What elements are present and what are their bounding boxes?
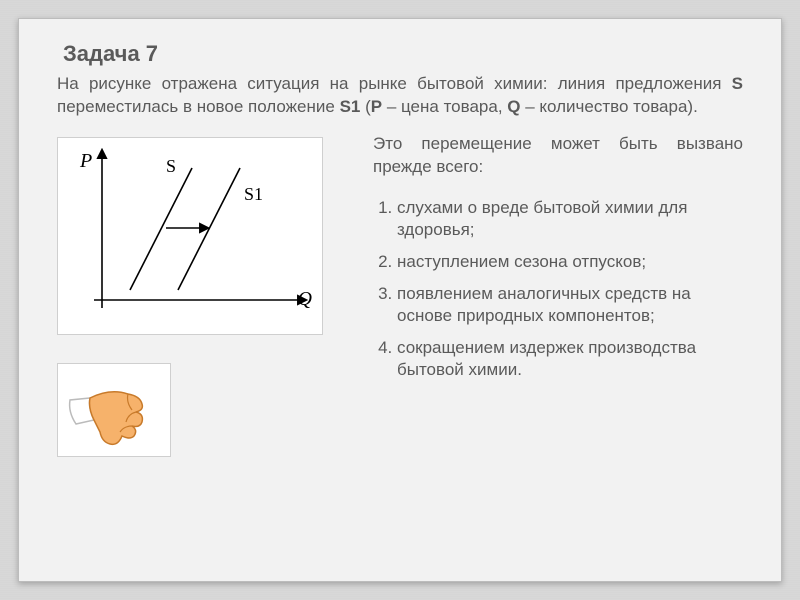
supply-line-s xyxy=(130,168,192,290)
task-text: На рисунке отражена ситуация на рынке бы… xyxy=(57,73,743,119)
options-list: слухами о вреде бытовой химии для здоров… xyxy=(373,197,743,382)
pointing-hand-icon xyxy=(66,370,162,450)
right-column: Это перемещение может быть вызвано прежд… xyxy=(357,133,743,457)
left-column: P Q S S1 xyxy=(57,133,357,457)
label-s1: S1 xyxy=(244,184,263,205)
x-axis-label: Q xyxy=(298,288,312,311)
slide: Задача 7 На рисунке отражена ситуация на… xyxy=(18,18,782,582)
supply-shift-chart: P Q S S1 xyxy=(57,137,323,335)
columns: P Q S S1 xyxy=(57,133,743,457)
slide-content: Задача 7 На рисунке отражена ситуация на… xyxy=(57,41,743,457)
supply-line-s1 xyxy=(178,168,240,290)
lead-text: Это перемещение может быть вызвано прежд… xyxy=(373,133,743,179)
task-title: Задача 7 xyxy=(63,41,743,67)
option-2: наступлением сезона отпусков; xyxy=(397,251,743,273)
option-1: слухами о вреде бытовой химии для здоров… xyxy=(397,197,743,241)
chart-svg xyxy=(58,138,322,334)
y-axis-label: P xyxy=(80,150,92,173)
option-4: сокращением издержек производства бытово… xyxy=(397,337,743,381)
label-s: S xyxy=(166,156,176,177)
hand-illustration xyxy=(57,363,171,457)
option-3: появлением аналогичных средств на основе… xyxy=(397,283,743,327)
